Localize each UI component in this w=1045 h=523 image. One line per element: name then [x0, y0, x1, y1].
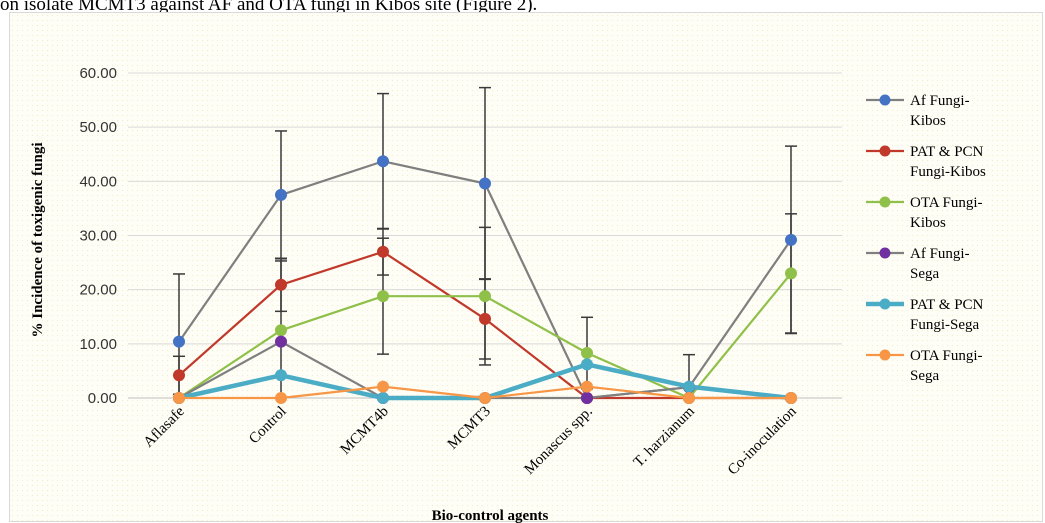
legend-label: OTA Fungi- [910, 348, 983, 364]
chart-frame [9, 12, 1043, 522]
data-point [275, 278, 287, 291]
data-point [683, 392, 695, 404]
data-point [173, 335, 185, 348]
legend-label: PAT & PCN [910, 297, 984, 313]
legend-label: Af Fungi- [910, 246, 970, 262]
legend-swatch-marker [879, 298, 891, 310]
legend-label: Sega [910, 266, 940, 282]
y-tick-label: 20.00 [79, 282, 117, 299]
y-tick-label: 10.00 [79, 336, 117, 353]
y-tick-label: 40.00 [79, 173, 117, 190]
data-point [377, 380, 389, 393]
x-tick-label: MCMT3 [445, 404, 494, 453]
data-point [581, 358, 593, 371]
data-point [377, 245, 389, 258]
legend-swatch-marker [879, 247, 891, 259]
y-axis-title: % Incidence of toxigenic fungi [30, 143, 46, 338]
legend: Af Fungi- Kibos PAT & PCN Fungi-Kibos OTA Fu… [866, 93, 986, 384]
y-tick-label: 0.00 [88, 390, 117, 407]
legend-label: PAT & PCN [910, 144, 984, 160]
data-point [785, 392, 797, 404]
error-bars [173, 86, 797, 398]
legend-label: Fungi-Kibos [910, 164, 986, 180]
legend-label: Af Fungi- [910, 93, 970, 109]
data-point [479, 177, 491, 190]
y-tick-label: 60.00 [79, 65, 117, 82]
legend-label: Kibos [910, 113, 946, 129]
x-tick-label: Control [246, 404, 290, 448]
legend-label: Kibos [910, 215, 946, 231]
data-point [377, 290, 389, 303]
series-points [173, 155, 797, 404]
legend-label: Sega [910, 368, 940, 384]
x-axis-title: Bio-control agents [432, 508, 549, 523]
y-tick-label: 50.00 [79, 119, 117, 136]
data-point [173, 392, 185, 404]
data-point [377, 392, 389, 404]
legend-swatch-marker [879, 145, 891, 157]
legend-label: Fungi-Sega [910, 317, 980, 333]
data-point [479, 290, 491, 303]
data-point [683, 380, 695, 393]
data-point [581, 392, 593, 404]
x-tick-label: Aflasafe [141, 403, 188, 450]
x-tick-label: Co-inoculation [725, 403, 800, 478]
data-point [275, 188, 287, 201]
x-tick-labels: Aflasafe Control MCMT4b MCMT3 Monascus spp. T… [141, 403, 801, 478]
x-tick-label: MCMT4b [337, 404, 391, 458]
data-point [173, 369, 185, 382]
data-point [581, 347, 593, 360]
data-point [377, 155, 389, 168]
y-tick-label: 30.00 [79, 228, 117, 245]
data-point [275, 392, 287, 404]
data-point [785, 267, 797, 280]
data-point [785, 233, 797, 246]
data-point [479, 392, 491, 404]
data-point [275, 335, 287, 348]
x-tick-label: Monascus spp. [521, 404, 595, 478]
data-point [275, 369, 287, 382]
legend-swatch-marker [879, 196, 891, 208]
legend-label: OTA Fungi- [910, 195, 983, 211]
y-tick-labels: 0.00 10.00 20.00 30.00 40.00 50.00 60.00 [79, 65, 117, 407]
data-point [479, 312, 491, 325]
figure-caption: on isolate MCMT3 against AF and OTA fung… [0, 0, 538, 15]
x-tick-label: T. harzianum [631, 403, 698, 470]
legend-swatch-marker [879, 349, 891, 361]
data-point [275, 324, 287, 337]
legend-swatch-marker [879, 94, 891, 106]
data-point [581, 380, 593, 393]
